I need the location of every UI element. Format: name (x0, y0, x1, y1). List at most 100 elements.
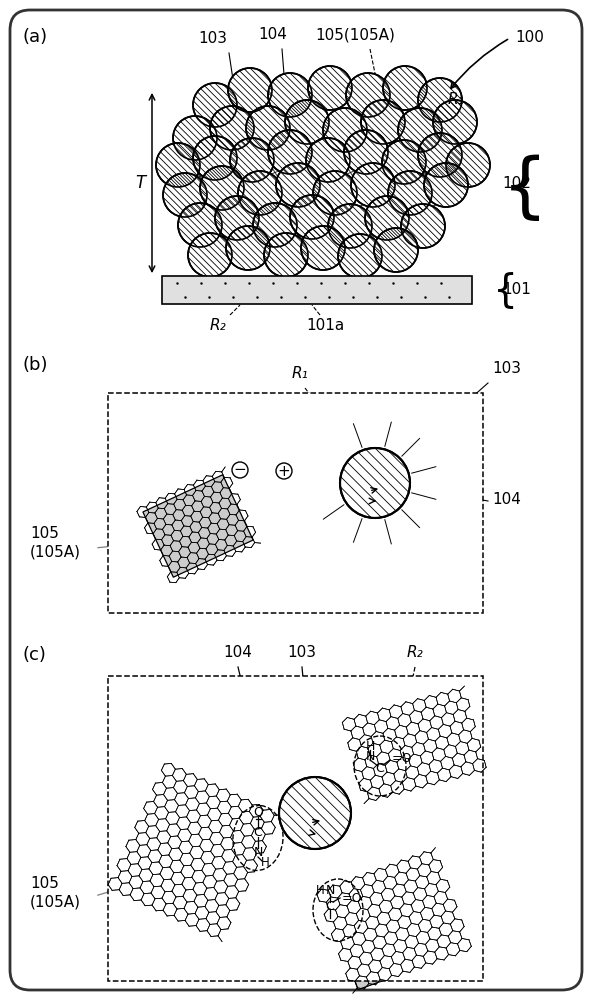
Circle shape (264, 233, 308, 277)
Circle shape (290, 195, 334, 239)
Circle shape (188, 233, 232, 277)
Polygon shape (349, 694, 481, 802)
Text: 105
(105A): 105 (105A) (30, 526, 81, 560)
Circle shape (228, 68, 272, 112)
Circle shape (215, 196, 259, 240)
Text: NH₂: NH₂ (420, 432, 442, 445)
Circle shape (156, 143, 200, 187)
Text: −: − (234, 462, 246, 478)
Circle shape (351, 163, 395, 207)
Text: C: C (253, 826, 262, 840)
Text: H₂N: H₂N (331, 417, 353, 430)
Text: C: C (250, 491, 258, 504)
Text: 103: 103 (492, 361, 521, 376)
Circle shape (328, 204, 372, 248)
Circle shape (285, 100, 329, 144)
Text: H: H (260, 856, 269, 869)
Text: H₂N: H₂N (369, 416, 391, 429)
Text: (c): (c) (22, 646, 46, 664)
Circle shape (383, 66, 427, 110)
Circle shape (232, 462, 248, 478)
Circle shape (193, 83, 237, 127)
Text: R₂: R₂ (210, 318, 226, 333)
Text: 105(105A): 105(105A) (315, 27, 395, 42)
Circle shape (340, 448, 410, 518)
Text: }: } (484, 270, 509, 308)
Circle shape (365, 196, 409, 240)
Text: H₂N: H₂N (301, 513, 323, 526)
Bar (162, 276, 472, 304)
Text: NH₂: NH₂ (420, 521, 442, 534)
Circle shape (238, 171, 282, 215)
Text: 103: 103 (198, 31, 227, 46)
Text: H₂N: H₂N (331, 536, 353, 549)
Text: }: } (484, 150, 530, 220)
Text: =O: =O (342, 892, 362, 904)
Polygon shape (143, 475, 253, 577)
Text: T: T (379, 826, 388, 840)
Circle shape (323, 108, 367, 152)
Text: C: C (376, 762, 384, 774)
Circle shape (279, 777, 351, 849)
Text: O: O (247, 474, 257, 487)
Text: N: N (253, 846, 263, 859)
Text: R₁: R₁ (292, 366, 308, 381)
Text: 104: 104 (224, 645, 252, 660)
Text: NH₂: NH₂ (436, 460, 458, 473)
Text: 104: 104 (259, 27, 288, 42)
Circle shape (253, 203, 297, 247)
Circle shape (308, 66, 352, 110)
Circle shape (446, 143, 490, 187)
Text: 102: 102 (502, 176, 531, 190)
Circle shape (398, 108, 442, 152)
Text: =O: =O (392, 752, 413, 764)
Text: H: H (316, 884, 324, 896)
Circle shape (230, 138, 274, 182)
Text: T: T (135, 174, 145, 192)
Circle shape (401, 204, 445, 248)
Text: 103: 103 (288, 645, 317, 660)
Text: 101a: 101a (306, 318, 344, 333)
FancyBboxPatch shape (108, 676, 483, 981)
Circle shape (163, 173, 207, 217)
Polygon shape (114, 770, 272, 936)
FancyBboxPatch shape (108, 393, 483, 613)
Text: NH₂: NH₂ (391, 537, 414, 550)
Circle shape (178, 203, 222, 247)
Text: O: O (253, 806, 263, 820)
Text: R₁: R₁ (448, 93, 465, 107)
Circle shape (210, 106, 254, 150)
Circle shape (276, 163, 320, 207)
FancyBboxPatch shape (10, 10, 582, 990)
Circle shape (313, 171, 357, 215)
Circle shape (193, 136, 237, 180)
Text: 104: 104 (492, 492, 521, 508)
Text: (a): (a) (22, 28, 47, 46)
Text: 101: 101 (502, 282, 531, 296)
Circle shape (338, 234, 382, 278)
Text: T: T (371, 536, 379, 550)
Circle shape (424, 163, 468, 207)
Text: +: + (278, 464, 290, 479)
Circle shape (268, 73, 312, 117)
Text: (b): (b) (22, 356, 47, 374)
Circle shape (200, 166, 244, 210)
Circle shape (173, 116, 217, 160)
Circle shape (346, 73, 390, 117)
Text: 100: 100 (515, 30, 544, 45)
Circle shape (382, 140, 426, 184)
Text: C: C (326, 900, 334, 912)
Text: N: N (365, 750, 375, 762)
Circle shape (276, 463, 292, 479)
Polygon shape (324, 856, 466, 990)
Text: 105
(105A): 105 (105A) (30, 876, 81, 910)
Circle shape (268, 130, 312, 174)
Circle shape (344, 130, 388, 174)
Circle shape (388, 171, 432, 215)
Text: OH: OH (270, 504, 289, 516)
Circle shape (301, 226, 345, 270)
Circle shape (374, 228, 418, 272)
Text: H: H (365, 740, 375, 752)
Circle shape (246, 106, 290, 150)
Text: NH₂: NH₂ (436, 493, 458, 506)
